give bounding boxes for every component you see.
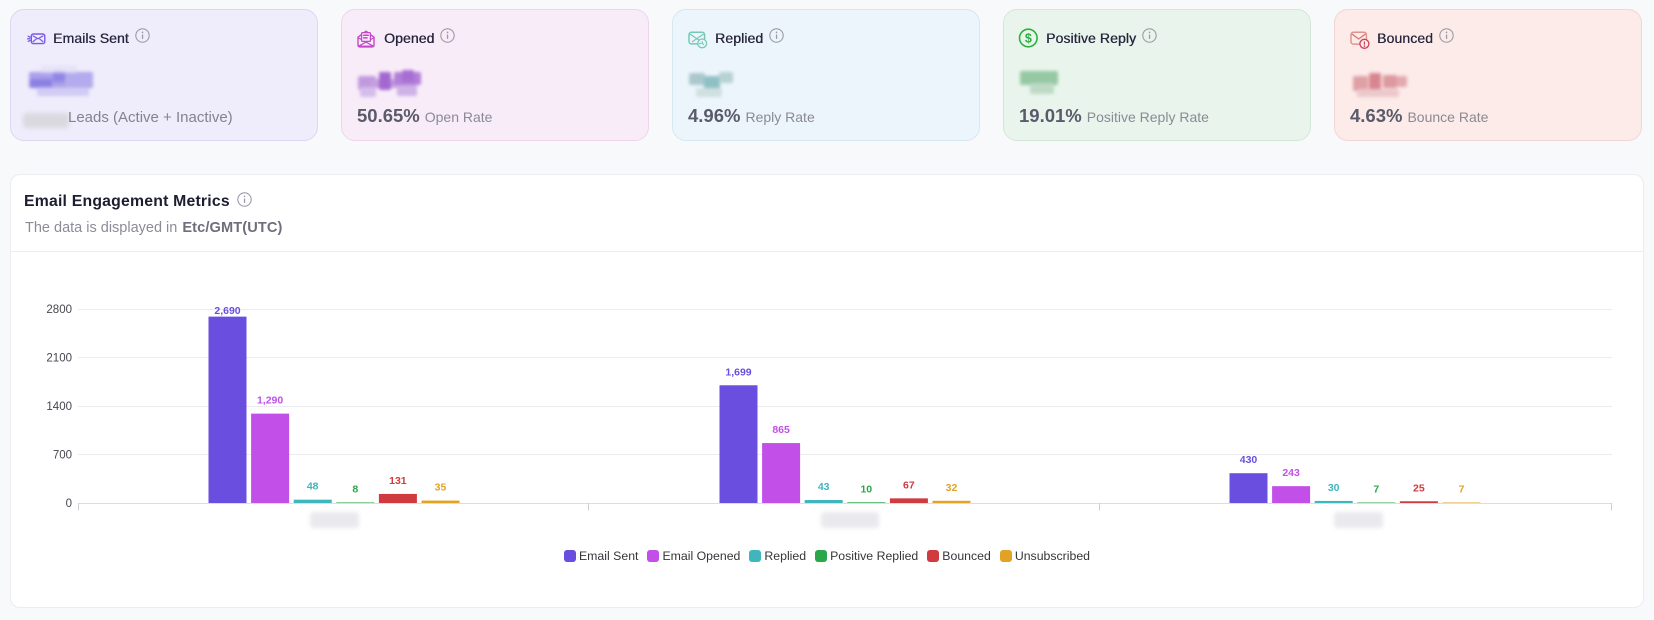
svg-text:43: 43 (818, 481, 830, 493)
svg-text:48: 48 (307, 481, 319, 493)
svg-text:1,290: 1,290 (257, 395, 283, 407)
svg-text:8: 8 (352, 483, 358, 495)
svg-text:2100: 2100 (46, 353, 72, 365)
svg-text:430: 430 (1240, 454, 1258, 466)
svg-text:7: 7 (1373, 484, 1379, 496)
svg-text:700: 700 (53, 450, 72, 462)
svg-text:35: 35 (435, 482, 447, 494)
svg-text:32: 32 (946, 482, 958, 494)
svg-text:7: 7 (1459, 484, 1465, 496)
svg-text:25: 25 (1413, 482, 1425, 494)
svg-text:10: 10 (860, 483, 872, 495)
svg-text:243: 243 (1282, 467, 1300, 479)
svg-text:30: 30 (1328, 482, 1340, 494)
svg-text:2,690: 2,690 (214, 305, 240, 317)
svg-text:131: 131 (389, 475, 407, 487)
svg-text:2800: 2800 (46, 304, 72, 316)
svg-text:1,699: 1,699 (725, 366, 751, 378)
svg-text:865: 865 (772, 424, 790, 436)
svg-text:0: 0 (66, 498, 72, 510)
svg-text:1400: 1400 (46, 401, 72, 413)
svg-text:$: $ (1025, 31, 1032, 45)
svg-text:67: 67 (903, 479, 915, 491)
